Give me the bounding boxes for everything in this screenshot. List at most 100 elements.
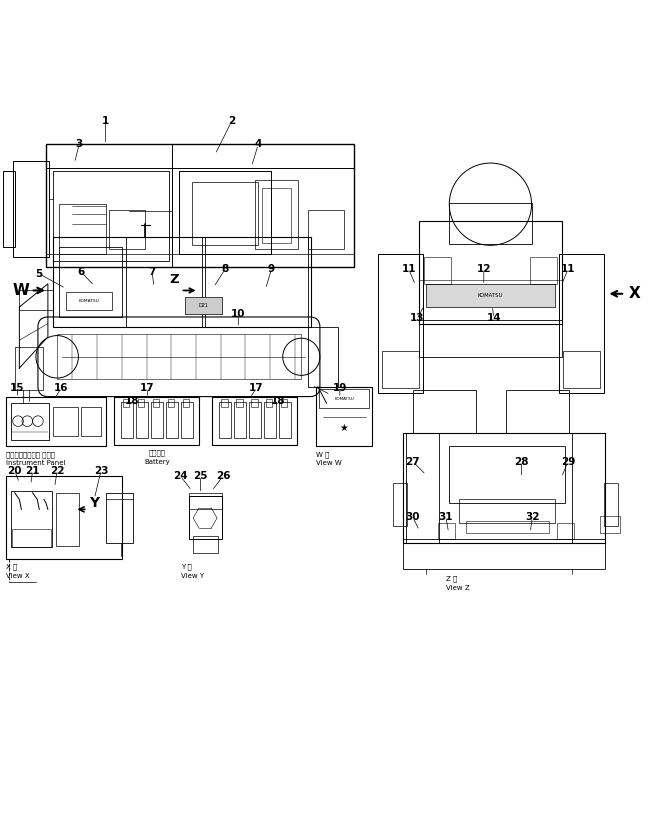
Text: 25: 25 bbox=[193, 471, 208, 481]
Bar bbox=[600, 516, 619, 532]
Bar bbox=[308, 210, 345, 249]
Text: View X: View X bbox=[6, 573, 29, 579]
Bar bbox=[251, 398, 258, 407]
Bar bbox=[19, 291, 53, 311]
Bar bbox=[450, 446, 565, 503]
Text: 6: 6 bbox=[78, 267, 85, 277]
Text: 11: 11 bbox=[401, 264, 416, 274]
Text: View W: View W bbox=[316, 460, 342, 466]
Bar bbox=[11, 491, 52, 547]
Text: 12: 12 bbox=[476, 264, 491, 274]
Bar bbox=[419, 221, 562, 323]
Bar bbox=[121, 402, 133, 438]
Text: 15: 15 bbox=[10, 383, 25, 393]
Bar bbox=[6, 397, 106, 446]
Bar bbox=[449, 203, 532, 244]
Bar bbox=[281, 398, 288, 407]
Text: 3: 3 bbox=[76, 139, 83, 149]
Bar bbox=[316, 387, 373, 446]
Bar bbox=[166, 402, 177, 438]
Text: 27: 27 bbox=[405, 456, 420, 466]
Bar bbox=[114, 397, 199, 445]
Bar bbox=[466, 521, 549, 532]
Bar bbox=[153, 398, 159, 407]
Text: 28: 28 bbox=[514, 456, 529, 466]
Bar bbox=[136, 402, 148, 438]
Bar bbox=[319, 389, 369, 408]
Text: 22: 22 bbox=[50, 466, 64, 476]
Bar bbox=[53, 407, 78, 436]
Text: X: X bbox=[628, 287, 640, 302]
Bar bbox=[189, 493, 221, 510]
Text: View Y: View Y bbox=[181, 573, 203, 579]
Bar bbox=[59, 247, 122, 317]
Bar bbox=[459, 500, 555, 522]
Bar bbox=[106, 493, 134, 542]
Bar bbox=[557, 522, 574, 539]
Text: 19: 19 bbox=[332, 383, 347, 393]
Text: Z 見: Z 見 bbox=[446, 576, 458, 582]
Text: 5: 5 bbox=[35, 269, 43, 279]
Text: 10: 10 bbox=[231, 309, 246, 319]
Bar bbox=[424, 257, 451, 284]
Bar bbox=[563, 352, 600, 388]
Bar bbox=[13, 161, 50, 257]
Bar bbox=[406, 433, 440, 542]
Text: 9: 9 bbox=[268, 264, 275, 274]
Bar bbox=[279, 402, 291, 438]
Bar bbox=[377, 254, 423, 393]
Bar bbox=[126, 237, 202, 327]
Bar bbox=[11, 403, 50, 440]
Bar bbox=[419, 321, 562, 357]
Bar bbox=[255, 180, 298, 249]
Bar bbox=[185, 297, 221, 314]
Bar bbox=[193, 536, 217, 552]
Text: 18: 18 bbox=[125, 397, 139, 407]
Text: 21: 21 bbox=[25, 466, 40, 476]
Text: W 見: W 見 bbox=[316, 451, 329, 457]
Text: 31: 31 bbox=[439, 512, 453, 522]
Bar bbox=[531, 257, 557, 284]
Bar bbox=[138, 398, 145, 407]
Bar bbox=[236, 398, 243, 407]
Text: 29: 29 bbox=[561, 456, 575, 466]
Text: 2: 2 bbox=[228, 117, 235, 127]
Bar bbox=[192, 182, 258, 246]
Bar bbox=[393, 483, 407, 526]
Text: 7: 7 bbox=[149, 267, 156, 277]
Bar bbox=[308, 327, 338, 387]
Bar bbox=[438, 522, 454, 539]
Bar bbox=[264, 402, 276, 438]
Bar bbox=[221, 398, 227, 407]
Text: 24: 24 bbox=[173, 471, 188, 481]
Bar bbox=[109, 210, 145, 249]
Bar bbox=[57, 334, 300, 379]
Text: インストルメント パネル: インストルメント パネル bbox=[6, 451, 55, 457]
Bar bbox=[6, 476, 122, 559]
Bar bbox=[46, 254, 355, 267]
Bar bbox=[3, 171, 15, 247]
Bar bbox=[403, 433, 605, 542]
Bar bbox=[213, 397, 297, 445]
Text: 13: 13 bbox=[410, 313, 425, 323]
Text: 32: 32 bbox=[525, 512, 539, 522]
Text: KOMATSU: KOMATSU bbox=[478, 292, 503, 297]
Text: バッテリ: バッテリ bbox=[149, 450, 166, 456]
Bar bbox=[179, 171, 272, 254]
Bar bbox=[249, 402, 261, 438]
Text: Battery: Battery bbox=[145, 459, 170, 465]
Bar bbox=[66, 292, 112, 311]
Text: 4: 4 bbox=[254, 139, 262, 149]
Bar bbox=[46, 144, 355, 267]
Text: 18: 18 bbox=[271, 397, 286, 407]
Bar bbox=[266, 398, 272, 407]
Bar bbox=[168, 398, 175, 407]
Text: Y 見: Y 見 bbox=[181, 564, 191, 571]
Bar bbox=[189, 496, 221, 539]
Bar bbox=[604, 483, 618, 526]
Bar bbox=[53, 171, 169, 261]
Bar bbox=[572, 433, 605, 542]
Bar bbox=[181, 402, 193, 438]
Text: View Z: View Z bbox=[446, 585, 470, 591]
Text: W: W bbox=[13, 283, 30, 298]
